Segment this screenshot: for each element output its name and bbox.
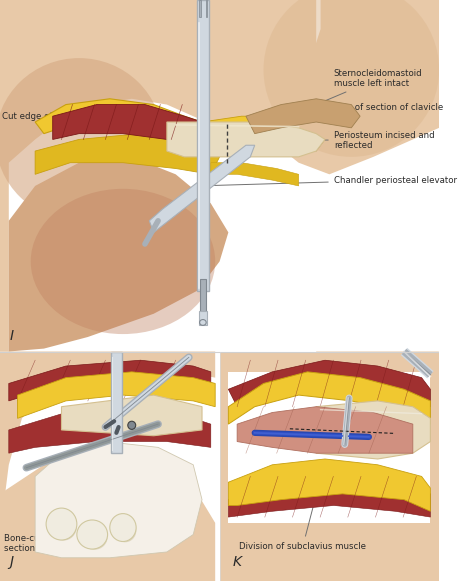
Polygon shape (264, 0, 439, 174)
Ellipse shape (110, 514, 136, 541)
Polygon shape (316, 352, 439, 424)
Ellipse shape (264, 0, 439, 157)
Bar (206, 0, 207, 17)
Text: Chandler periosteal elevator: Chandler periosteal elevator (201, 175, 457, 186)
Polygon shape (316, 401, 430, 459)
Bar (200, 279, 206, 314)
Text: J: J (9, 555, 14, 569)
Polygon shape (62, 395, 202, 436)
Polygon shape (0, 352, 219, 581)
Polygon shape (0, 352, 215, 535)
Polygon shape (228, 372, 430, 523)
Ellipse shape (114, 519, 137, 542)
Polygon shape (149, 145, 255, 232)
Ellipse shape (0, 58, 163, 221)
Polygon shape (53, 105, 202, 145)
Polygon shape (35, 134, 219, 174)
Polygon shape (35, 442, 202, 558)
Bar (197, 0, 209, 290)
Text: K: K (233, 555, 242, 569)
Ellipse shape (31, 189, 215, 334)
Polygon shape (18, 372, 215, 418)
Polygon shape (202, 116, 294, 139)
Polygon shape (9, 360, 211, 401)
Polygon shape (242, 128, 325, 151)
Text: Line of section of clavicle: Line of section of clavicle (275, 103, 443, 121)
Ellipse shape (51, 514, 77, 540)
Text: Division of subclavius muscle: Division of subclavius muscle (239, 498, 366, 551)
Text: Cut edge of platysma muscle: Cut edge of platysma muscle (2, 112, 129, 121)
Polygon shape (246, 99, 360, 134)
Text: Sternocleidomastoid
muscle left intact: Sternocleidomastoid muscle left intact (319, 69, 422, 103)
Polygon shape (219, 352, 439, 581)
Polygon shape (228, 476, 430, 517)
Polygon shape (228, 459, 430, 511)
Bar (0, 352, 219, 581)
Polygon shape (9, 157, 228, 352)
Polygon shape (9, 407, 211, 453)
Polygon shape (167, 122, 325, 157)
Polygon shape (211, 163, 299, 186)
Text: Bone-cutting forceps
sectioning clavicle: Bone-cutting forceps sectioning clavicle (4, 504, 101, 553)
Ellipse shape (77, 520, 108, 549)
Polygon shape (228, 360, 430, 407)
Polygon shape (0, 0, 316, 352)
Ellipse shape (82, 525, 108, 550)
Bar (199, 311, 207, 325)
Text: Periosteum incised and
reflected: Periosteum incised and reflected (266, 131, 434, 150)
Bar (111, 352, 122, 453)
Bar (200, 0, 201, 17)
Polygon shape (0, 453, 215, 581)
Bar (0, 0, 439, 352)
Polygon shape (35, 99, 202, 134)
Text: I: I (9, 329, 14, 343)
Polygon shape (237, 407, 413, 453)
Ellipse shape (128, 421, 136, 429)
Polygon shape (228, 372, 430, 424)
Ellipse shape (46, 508, 77, 540)
Bar (219, 352, 439, 581)
